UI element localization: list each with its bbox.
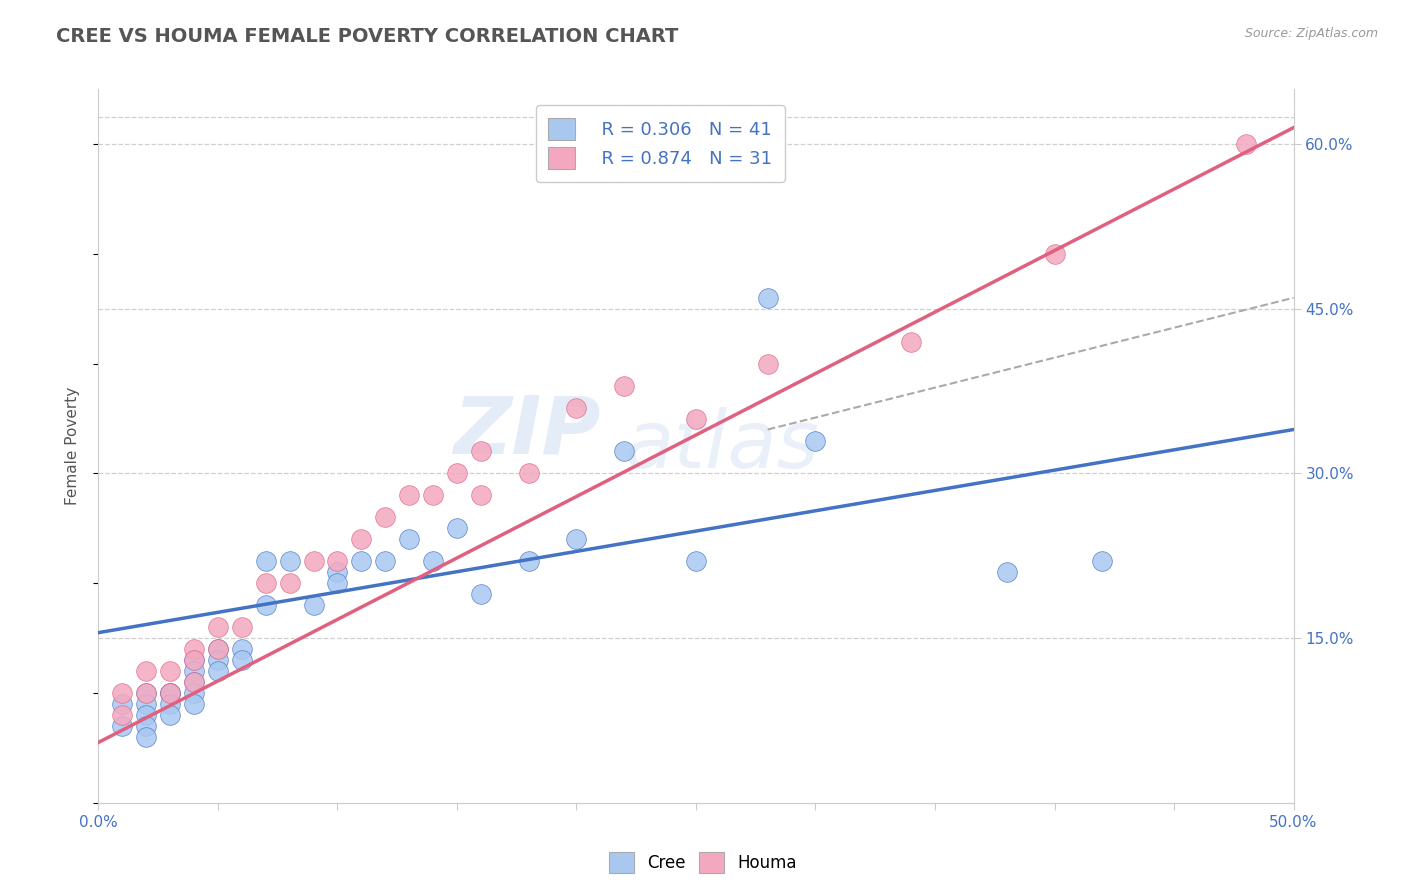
Point [350, 533, 373, 547]
Point [565, 533, 588, 547]
Point [135, 730, 157, 744]
Point [613, 444, 636, 458]
Point [326, 566, 349, 580]
Point [111, 686, 134, 700]
Point [326, 576, 349, 591]
Legend:   R = 0.306   N = 41,   R = 0.874   N = 31: R = 0.306 N = 41, R = 0.874 N = 31 [536, 105, 785, 182]
Point [422, 488, 444, 502]
Point [135, 697, 157, 711]
Point [135, 719, 157, 733]
Point [231, 653, 253, 667]
Point [756, 291, 779, 305]
Point [183, 675, 205, 690]
Point [135, 686, 157, 700]
Point [207, 664, 229, 678]
Point [183, 686, 205, 700]
Point [446, 521, 468, 535]
Point [326, 554, 349, 568]
Point [135, 708, 157, 723]
Point [159, 686, 181, 700]
Point [111, 697, 134, 711]
Point [254, 554, 277, 568]
Point [278, 554, 301, 568]
Text: CREE VS HOUMA FEMALE POVERTY CORRELATION CHART: CREE VS HOUMA FEMALE POVERTY CORRELATION… [56, 27, 679, 45]
Point [159, 697, 181, 711]
Point [1091, 554, 1114, 568]
Text: Source: ZipAtlas.com: Source: ZipAtlas.com [1244, 27, 1378, 40]
Point [302, 554, 325, 568]
Point [183, 642, 205, 657]
Point [159, 686, 181, 700]
Text: atlas: atlas [624, 407, 820, 485]
Point [159, 686, 181, 700]
Point [517, 554, 540, 568]
Point [254, 598, 277, 612]
Point [685, 411, 707, 425]
Point [207, 620, 229, 634]
Point [398, 533, 420, 547]
Point [613, 378, 636, 392]
Point [111, 719, 134, 733]
Point [470, 587, 492, 601]
Point [470, 444, 492, 458]
Point [565, 401, 588, 415]
Point [446, 467, 468, 481]
Point [183, 653, 205, 667]
Legend: Cree, Houma: Cree, Houma [602, 846, 804, 880]
Point [1234, 137, 1257, 152]
Point [756, 357, 779, 371]
Point [302, 598, 325, 612]
Point [374, 554, 396, 568]
Y-axis label: Female Poverty: Female Poverty [65, 387, 80, 505]
Point [278, 576, 301, 591]
Point [254, 576, 277, 591]
Point [207, 653, 229, 667]
Point [183, 697, 205, 711]
Point [517, 467, 540, 481]
Point [422, 554, 444, 568]
Point [398, 488, 420, 502]
Point [135, 686, 157, 700]
Text: ZIP: ZIP [453, 392, 600, 471]
Point [374, 510, 396, 524]
Point [231, 642, 253, 657]
Point [183, 653, 205, 667]
Point [135, 664, 157, 678]
Point [1043, 247, 1066, 261]
Point [470, 488, 492, 502]
Point [900, 334, 922, 349]
Point [685, 554, 707, 568]
Point [995, 566, 1018, 580]
Point [183, 675, 205, 690]
Point [159, 664, 181, 678]
Point [183, 664, 205, 678]
Point [159, 708, 181, 723]
Point [111, 708, 134, 723]
Point [207, 642, 229, 657]
Point [350, 554, 373, 568]
Point [207, 642, 229, 657]
Point [804, 434, 827, 448]
Point [231, 620, 253, 634]
